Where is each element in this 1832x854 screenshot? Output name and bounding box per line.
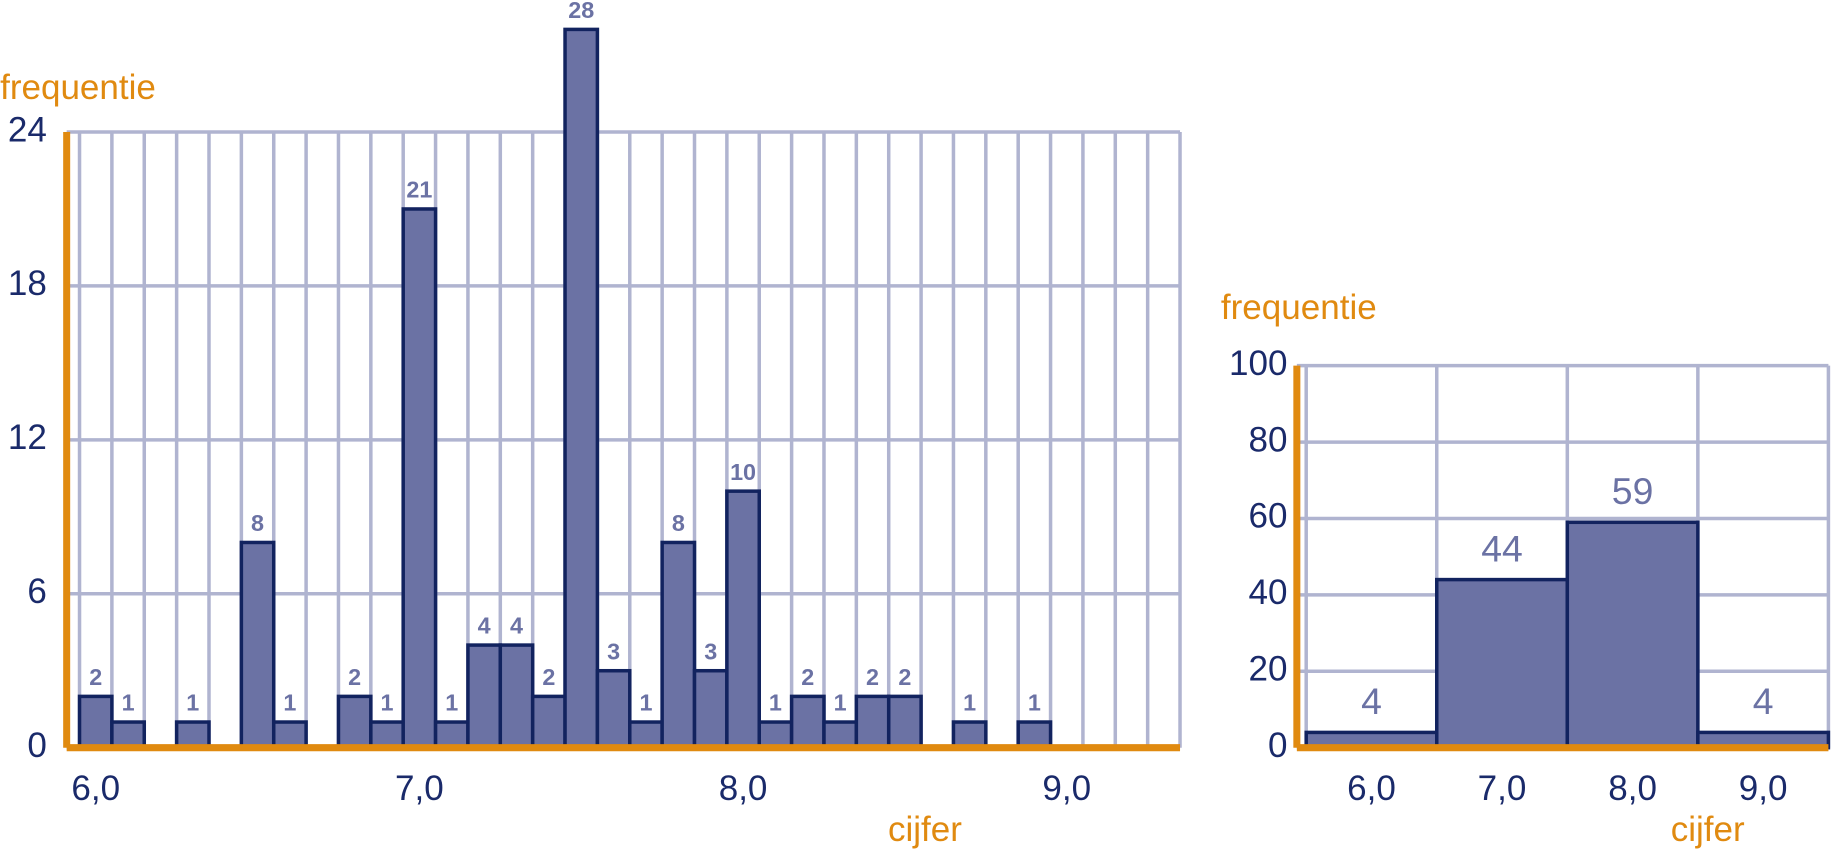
value-label: 1: [834, 690, 847, 716]
x-tick-label: 8,0: [1608, 769, 1657, 808]
bar: [174, 720, 211, 750]
value-label: 2: [542, 664, 555, 690]
value-label: 44: [1481, 527, 1523, 569]
value-label: 2: [898, 664, 911, 690]
y-tick-label: 18: [8, 264, 47, 303]
bar: [692, 668, 729, 750]
bar: [401, 207, 438, 750]
x-tick-label: 6,0: [1347, 769, 1396, 808]
bar: [628, 720, 664, 750]
bar: [660, 540, 697, 750]
bar: [886, 694, 923, 750]
y-axis-label: frequentie: [1221, 288, 1377, 327]
value-label: 4: [1753, 680, 1774, 722]
y-tick-label: 0: [27, 726, 46, 765]
bar: [77, 694, 114, 750]
value-label: 2: [801, 664, 814, 690]
value-label: 4: [478, 613, 491, 639]
x-axis-label: cijfer: [1671, 810, 1745, 849]
bar: [595, 668, 632, 750]
value-label: 21: [406, 177, 432, 203]
value-label: 2: [866, 664, 879, 690]
value-label: 1: [381, 690, 394, 716]
x-tick-label: 9,0: [1739, 769, 1788, 808]
bar: [789, 694, 826, 750]
bar: [1016, 720, 1053, 750]
bar: [1565, 520, 1700, 750]
x-axis-label: cijfer: [888, 810, 962, 849]
bar: [466, 643, 503, 750]
value-label: 1: [122, 690, 135, 716]
value-label: 2: [348, 664, 361, 690]
value-label: 59: [1612, 470, 1654, 512]
bar: [239, 540, 276, 750]
value-label: 1: [963, 690, 976, 716]
x-tick-label: 7,0: [1478, 769, 1527, 808]
value-label: 1: [445, 690, 458, 716]
bar: [757, 720, 794, 750]
bar: [951, 720, 988, 750]
x-tick-label: 8,0: [719, 769, 768, 808]
bar: [822, 720, 859, 750]
value-label: 3: [607, 638, 620, 664]
value-label: 1: [186, 690, 199, 716]
bar: [433, 720, 470, 750]
y-tick-label: 80: [1249, 420, 1288, 459]
y-tick-label: 6: [27, 572, 46, 611]
y-tick-label: 12: [8, 418, 47, 457]
value-label: 2: [89, 664, 102, 690]
x-tick-label: 7,0: [395, 769, 444, 808]
bar: [271, 720, 308, 750]
value-label: 4: [1361, 680, 1382, 722]
value-label: 8: [672, 510, 685, 536]
value-label: 1: [769, 690, 782, 716]
x-tick-label: 6,0: [71, 769, 120, 808]
y-tick-label: 60: [1249, 497, 1288, 536]
bar: [530, 694, 567, 750]
value-label: 28: [568, 0, 594, 23]
bar: [563, 27, 600, 750]
bar: [110, 720, 147, 750]
bar: [336, 694, 373, 750]
bar: [498, 643, 535, 750]
y-tick-label: 24: [8, 110, 47, 149]
x-tick-label: 9,0: [1042, 769, 1091, 808]
bar: [1435, 577, 1570, 750]
value-label: 1: [283, 690, 296, 716]
value-label: 10: [730, 459, 756, 485]
y-tick-label: 0: [1268, 726, 1287, 765]
value-label: 3: [704, 638, 717, 664]
bar: [369, 720, 405, 750]
bar: [725, 489, 761, 750]
y-tick-label: 100: [1229, 344, 1287, 383]
value-label: 8: [251, 510, 264, 536]
value-label: 4: [510, 613, 523, 639]
bar: [854, 694, 891, 750]
value-label: 1: [639, 690, 652, 716]
y-tick-label: 40: [1249, 573, 1288, 612]
value-label: 1: [1028, 690, 1041, 716]
y-tick-label: 20: [1249, 650, 1288, 689]
y-axis-label: frequentie: [0, 68, 156, 107]
